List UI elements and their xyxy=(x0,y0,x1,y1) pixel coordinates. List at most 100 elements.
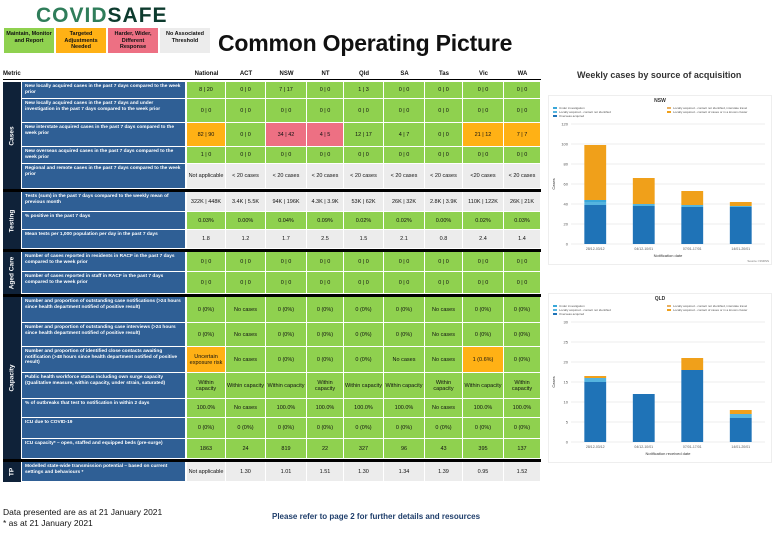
y-tick-label: 80 xyxy=(564,162,569,167)
metric-cell: 1 | 3 xyxy=(344,82,384,99)
bar-segment xyxy=(584,382,607,442)
metric-cell: 0 (0%) xyxy=(384,297,425,323)
metric-cell: 0 | 0 xyxy=(307,272,344,294)
metric-cell: 1.5 xyxy=(344,230,384,249)
metric-cell: 0 (0%) xyxy=(344,297,384,323)
metric-label: New locally acquired cases in the past 7… xyxy=(22,82,185,99)
chart-legend-item: Locally acquired - contact not identifie… xyxy=(667,106,747,110)
bar-segment xyxy=(681,207,704,244)
metric-cell: Within capacity xyxy=(463,373,504,399)
metric-cell: 819 xyxy=(266,439,307,459)
metric-cell: No cases xyxy=(226,297,266,323)
metric-header: Metric xyxy=(3,71,21,77)
metric-label: % positive in the past 7 days xyxy=(22,212,185,230)
metric-label: Number of cases reported in residents in… xyxy=(22,252,185,272)
metric-cell: No cases xyxy=(226,347,266,373)
metric-cell: 2.4 xyxy=(463,230,504,249)
bar-segment xyxy=(584,145,607,200)
bar-segment xyxy=(729,414,752,418)
metric-cell: 0 | 0 xyxy=(384,272,425,294)
metric-cell: 0 (0%) xyxy=(307,347,344,373)
metric-cell: < 20 cases xyxy=(344,164,384,189)
status-legend: Maintain, Monitor and Report Targeted Adj… xyxy=(4,28,212,53)
chart-legend-item: Locally acquired - contact not identifie… xyxy=(553,110,611,114)
metric-cell: 1.34 xyxy=(384,462,425,482)
metric-cell: 0 | 0 xyxy=(226,123,266,147)
chart-legend-item: Overseas acquired xyxy=(553,114,584,118)
metric-cell: 53K | 62K xyxy=(344,192,384,212)
metric-cell: 0 | 0 xyxy=(504,99,541,123)
y-axis-label: Cases xyxy=(551,376,556,387)
metric-cell: 0.04% xyxy=(266,212,307,230)
metric-cell: 12 | 17 xyxy=(344,123,384,147)
chart-title: NSW xyxy=(654,98,666,104)
metric-cell: 0 | 0 xyxy=(266,147,307,164)
metric-cell: 0 (0%) xyxy=(384,323,425,347)
metric-cell: Within capacity xyxy=(187,373,226,399)
metric-cell: 0 | 0 xyxy=(463,147,504,164)
bar-segment xyxy=(584,202,607,205)
metric-cell: 137 xyxy=(504,439,541,459)
y-tick-label: 40 xyxy=(564,202,569,207)
metric-cell: No cases xyxy=(425,297,463,323)
bar-segment xyxy=(632,204,655,206)
metric-cell: Within capacity xyxy=(344,373,384,399)
x-axis-label: Notification received date xyxy=(646,451,692,456)
legend-item: Harder, Wider, Different Response xyxy=(108,28,158,53)
metric-cell: 0 | 0 xyxy=(463,252,504,272)
x-tick-label: 04/12-10/01 xyxy=(634,247,653,251)
y-tick-label: 30 xyxy=(564,320,569,325)
metric-label: Number and proportion of outstanding cas… xyxy=(22,297,185,323)
metric-cell: 0.8 xyxy=(425,230,463,249)
metric-cell: No cases xyxy=(226,399,266,418)
x-tick-label: 07/01-17/01 xyxy=(683,445,702,449)
metric-cell: 0 (0%) xyxy=(344,418,384,439)
bar-segment xyxy=(729,410,752,414)
metric-cell: 1.4 xyxy=(504,230,541,249)
bar-segment xyxy=(729,202,752,206)
y-tick-label: 60 xyxy=(564,182,569,187)
metric-cell: 4 | 5 xyxy=(307,123,344,147)
x-tick-label: 14/01-20/01 xyxy=(731,445,750,449)
column-header: SA xyxy=(400,71,409,77)
legend-item: Targeted Adjustments Needed xyxy=(56,28,106,53)
section-divider xyxy=(3,459,541,462)
bar-segment xyxy=(681,370,704,442)
metric-cell: 1 (0.6%) xyxy=(463,347,504,373)
metric-cell: 96 xyxy=(384,439,425,459)
metric-cell: 100.0% xyxy=(463,399,504,418)
metric-cell: 0 (0%) xyxy=(425,418,463,439)
metric-cell: Within capacity xyxy=(226,373,266,399)
metric-cell: No cases xyxy=(425,399,463,418)
chart-legend-item: Locally acquired - contact of cases or i… xyxy=(667,110,747,114)
metric-cell: 0 | 0 xyxy=(307,147,344,164)
metric-cell: 1863 xyxy=(187,439,226,459)
metric-cell: 0 | 0 xyxy=(463,272,504,294)
metric-label: Tests (sum) in the past 7 days compared … xyxy=(22,192,185,212)
metric-cell: 0 | 0 xyxy=(344,252,384,272)
metric-cell: < 20 cases xyxy=(504,164,541,189)
metric-cell: <20 cases xyxy=(463,164,504,189)
metric-cell: 0 (0%) xyxy=(307,323,344,347)
chart-legend-item: Overseas acquired xyxy=(553,312,584,316)
y-tick-label: 120 xyxy=(561,122,568,127)
metric-cell: Uncertain exposure risk xyxy=(187,347,226,373)
metric-label: ICU due to COVID-19 xyxy=(22,418,185,439)
metric-cell: < 20 cases xyxy=(307,164,344,189)
metric-cell: 0 | 0 xyxy=(226,99,266,123)
section-divider xyxy=(3,189,541,192)
metric-cell: 0 | 0 xyxy=(226,82,266,99)
metric-cell: 327 xyxy=(344,439,384,459)
metric-cell: 26K | 32K xyxy=(384,192,425,212)
metric-cell: 0 | 0 xyxy=(344,147,384,164)
metric-cell: 0 | 0 xyxy=(504,272,541,294)
chart-source: Source: NNDSS xyxy=(747,259,769,263)
metric-cell: < 20 cases xyxy=(384,164,425,189)
bar-segment xyxy=(584,378,607,382)
metric-cell: 0 | 0 xyxy=(425,99,463,123)
operating-picture-table: Metric National ACT NSW NT Qld SA Tas Vic WA New l… xyxy=(3,70,541,506)
metric-cell: 0 (0%) xyxy=(504,347,541,373)
x-axis-label: Notification date xyxy=(654,253,683,258)
metric-cell: 0 | 0 xyxy=(425,252,463,272)
chart-legend-item: Locally acquired - contact not identifie… xyxy=(667,304,747,308)
